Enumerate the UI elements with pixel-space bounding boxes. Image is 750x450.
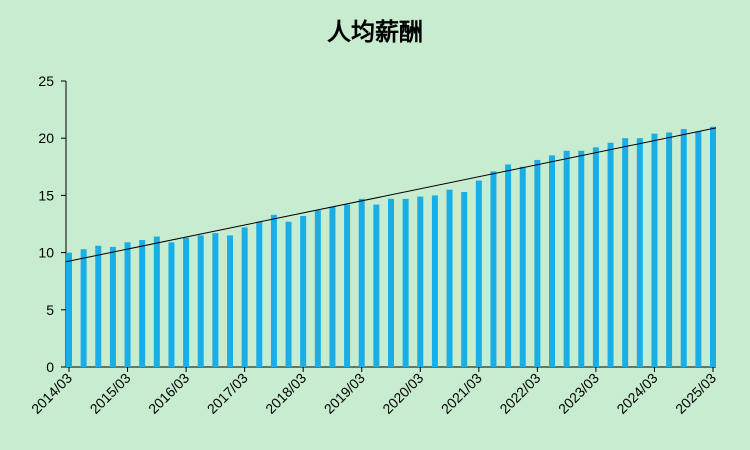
bar	[592, 147, 599, 367]
bar	[300, 215, 307, 367]
bar	[212, 233, 219, 367]
bar	[344, 204, 351, 367]
bar	[241, 227, 248, 367]
x-tick-label: 2025/03	[672, 370, 719, 417]
bar	[329, 206, 336, 367]
bar	[256, 221, 263, 367]
x-tick-label: 2015/03	[87, 370, 134, 417]
bar	[710, 126, 716, 367]
bar	[285, 221, 292, 367]
bar	[519, 166, 526, 367]
x-tick-label: 2017/03	[204, 370, 251, 417]
bar	[475, 180, 482, 367]
bar	[66, 252, 72, 367]
x-tick-label: 2024/03	[613, 370, 660, 417]
bar	[270, 214, 277, 367]
x-tick-label: 2021/03	[438, 370, 485, 417]
bar	[680, 129, 687, 367]
bar	[563, 150, 570, 367]
trend-line	[65, 127, 717, 263]
y-tick-label: 10	[38, 245, 54, 261]
bar	[490, 171, 497, 367]
y-tick-label: 0	[46, 359, 54, 375]
bar	[109, 246, 116, 367]
bar	[651, 133, 658, 367]
bar	[461, 191, 468, 367]
y-tick-label: 25	[38, 73, 54, 89]
bar	[358, 198, 365, 367]
bar	[505, 164, 512, 367]
bar	[636, 138, 643, 367]
bar	[153, 236, 160, 367]
bar	[431, 195, 438, 367]
bar	[80, 249, 87, 367]
bar	[549, 155, 555, 367]
bar	[388, 198, 394, 367]
bar	[314, 210, 321, 367]
bar	[227, 235, 233, 367]
x-tick-label: 2022/03	[496, 370, 543, 417]
bar	[197, 235, 204, 367]
y-tick-label: 5	[46, 302, 54, 318]
bar	[373, 204, 380, 367]
bar	[534, 159, 541, 367]
x-tick-label: 2016/03	[145, 370, 192, 417]
x-tick-label: 2018/03	[262, 370, 309, 417]
bar	[622, 138, 629, 367]
bar	[446, 189, 453, 367]
x-tick-label: 2014/03	[28, 370, 75, 417]
bar	[578, 150, 585, 367]
bar	[666, 132, 673, 367]
bar	[607, 142, 614, 367]
x-tick-label: 2019/03	[321, 370, 368, 417]
bar	[124, 242, 131, 367]
bar	[402, 198, 409, 367]
y-tick-label: 15	[38, 187, 54, 203]
bar	[168, 242, 175, 367]
bar	[95, 245, 102, 367]
chart-title: 人均薪酬	[327, 18, 423, 46]
bar	[139, 240, 146, 367]
bar	[417, 196, 424, 367]
x-tick-label: 2023/03	[555, 370, 602, 417]
bar	[183, 237, 190, 367]
y-tick-label: 20	[38, 130, 54, 146]
x-tick-label: 2020/03	[379, 370, 426, 417]
bar	[695, 131, 702, 367]
